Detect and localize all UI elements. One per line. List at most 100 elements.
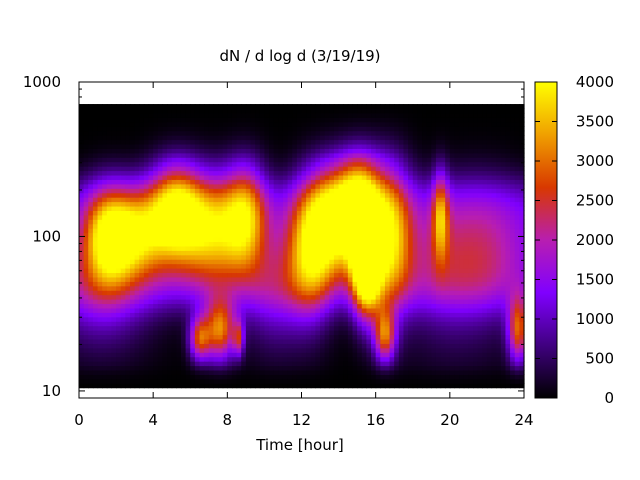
- heatmap-cell: [120, 276, 126, 282]
- heatmap-cell: [394, 174, 400, 180]
- heatmap-cell: [320, 263, 326, 269]
- heatmap-cell: [398, 117, 405, 123]
- heatmap-cell: [213, 245, 219, 251]
- heatmap-cell: [426, 157, 432, 163]
- heatmap-cell: [422, 152, 428, 158]
- heatmap-cell: [125, 174, 131, 180]
- heatmap-cell: [167, 338, 173, 344]
- heatmap-cell: [83, 130, 89, 136]
- heatmap-cell: [324, 343, 330, 349]
- heatmap-cell: [79, 294, 85, 300]
- heatmap-cell: [106, 112, 113, 118]
- heatmap-cell: [231, 285, 238, 291]
- heatmap-cell: [245, 316, 252, 322]
- heatmap-cell: [403, 272, 409, 278]
- heatmap-cell: [190, 334, 196, 340]
- heatmap-cell: [208, 205, 215, 211]
- heatmap-cell: [310, 108, 317, 114]
- heatmap-cell: [366, 361, 372, 367]
- heatmap-cell: [194, 223, 201, 229]
- heatmap-cell: [208, 179, 215, 185]
- heatmap-cell: [139, 228, 145, 234]
- heatmap-cell: [227, 259, 233, 265]
- heatmap-cell: [384, 365, 391, 371]
- heatmap-cell: [116, 361, 122, 367]
- heatmap-cell: [366, 365, 372, 371]
- heatmap-cell: [148, 232, 154, 238]
- heatmap-cell: [167, 383, 173, 389]
- heatmap-cell: [129, 210, 136, 216]
- heatmap-cell: [315, 334, 321, 340]
- heatmap-cell: [134, 369, 140, 375]
- heatmap-cell: [435, 365, 442, 371]
- heatmap-cell: [264, 343, 270, 349]
- heatmap-cell: [236, 161, 242, 167]
- heatmap-cell: [231, 232, 238, 238]
- heatmap-cell: [412, 214, 418, 220]
- heatmap-cell: [213, 228, 219, 234]
- heatmap-cell: [264, 347, 270, 353]
- heatmap-cell: [148, 272, 154, 278]
- heatmap-cell: [343, 356, 349, 362]
- heatmap-cell: [296, 347, 303, 353]
- heatmap-cell: [88, 143, 94, 149]
- heatmap-cell: [125, 330, 131, 336]
- heatmap-cell: [194, 104, 201, 110]
- heatmap-cell: [329, 347, 335, 353]
- heatmap-cell: [264, 157, 270, 163]
- heatmap-cell: [269, 250, 275, 256]
- heatmap-cell: [417, 223, 423, 229]
- heatmap-cell: [111, 365, 117, 371]
- heatmap-cell: [403, 294, 409, 300]
- heatmap-cell: [287, 352, 293, 358]
- heatmap-cell: [394, 143, 400, 149]
- heatmap-cell: [245, 299, 252, 305]
- heatmap-cell: [92, 272, 99, 278]
- heatmap-cell: [380, 352, 386, 358]
- heatmap-cell: [278, 152, 284, 158]
- heatmap-cell: [92, 250, 99, 256]
- heatmap-cell: [366, 219, 372, 225]
- heatmap-cell: [398, 356, 405, 362]
- heatmap-cell: [394, 214, 400, 220]
- heatmap-cell: [264, 316, 270, 322]
- heatmap-cell: [190, 321, 196, 327]
- heatmap-cell: [380, 334, 386, 340]
- heatmap-cell: [194, 307, 201, 313]
- heatmap-cell: [167, 245, 173, 251]
- heatmap-cell: [422, 117, 428, 123]
- heatmap-cell: [185, 143, 191, 149]
- heatmap-cell: [222, 272, 228, 278]
- heatmap-cell: [417, 197, 423, 203]
- heatmap-cell: [167, 188, 173, 194]
- heatmap-cell: [320, 276, 326, 282]
- heatmap-cell: [102, 126, 108, 132]
- heatmap-cell: [296, 161, 303, 167]
- heatmap-cell: [412, 174, 418, 180]
- heatmap-cell: [417, 236, 423, 243]
- heatmap-cell: [310, 365, 317, 371]
- heatmap-cell: [412, 290, 418, 296]
- heatmap-cell: [185, 374, 191, 380]
- heatmap-cell: [412, 316, 418, 322]
- heatmap-cell: [278, 352, 284, 358]
- heatmap-cell: [394, 192, 400, 198]
- heatmap-cell: [176, 245, 182, 251]
- heatmap-cell: [185, 276, 191, 282]
- heatmap-cell: [264, 135, 270, 141]
- heatmap-cell: [296, 383, 303, 389]
- heatmap-cell: [129, 236, 136, 243]
- heatmap-cell: [190, 263, 196, 269]
- heatmap-cell: [343, 183, 349, 189]
- heatmap-cell: [148, 285, 154, 291]
- heatmap-cell: [143, 281, 150, 287]
- heatmap-cell: [250, 365, 256, 371]
- heatmap-cell: [435, 223, 442, 229]
- heatmap-cell: [157, 378, 164, 384]
- heatmap-cell: [329, 374, 335, 380]
- heatmap-cell: [352, 303, 358, 309]
- heatmap-cell: [352, 356, 358, 362]
- heatmap-cell: [361, 374, 367, 380]
- heatmap-cell: [116, 104, 122, 110]
- heatmap-cell: [213, 157, 219, 163]
